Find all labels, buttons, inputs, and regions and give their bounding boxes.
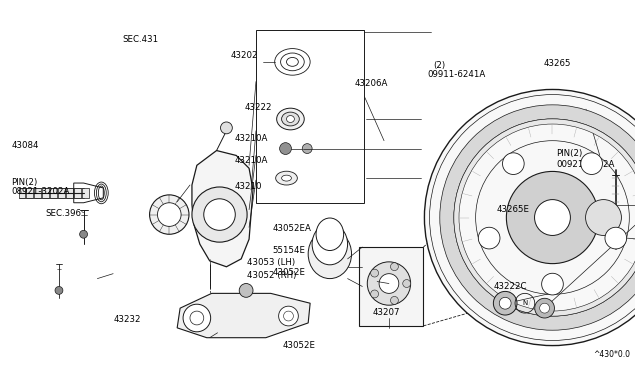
Circle shape [403,280,411,288]
Circle shape [204,199,236,230]
Text: 43052 (RH): 43052 (RH) [248,271,297,280]
Text: SEC.396: SEC.396 [45,209,82,218]
Text: 43210A: 43210A [235,134,268,143]
Text: 43210A: 43210A [235,156,268,165]
Circle shape [371,269,378,277]
Text: PIN(2): PIN(2) [556,148,582,157]
Circle shape [280,142,291,154]
Text: 43222: 43222 [244,103,272,112]
Circle shape [390,296,398,304]
Bar [35,188,41,198]
Text: 43052E: 43052E [273,267,306,277]
Bar [256,31,364,203]
Text: SEC.431: SEC.431 [122,35,158,44]
Circle shape [535,298,554,318]
Circle shape [586,200,621,235]
Circle shape [502,153,524,174]
Ellipse shape [276,108,304,130]
Polygon shape [192,151,253,267]
Ellipse shape [287,116,294,122]
Bar [26,188,33,198]
Circle shape [499,297,511,309]
Circle shape [534,200,570,235]
Text: 43084: 43084 [11,141,38,150]
Circle shape [150,195,189,234]
Ellipse shape [282,112,300,126]
Circle shape [580,153,602,174]
Circle shape [221,122,232,134]
Text: 43206A: 43206A [355,79,388,88]
Text: 43202: 43202 [230,51,258,60]
Text: 43207: 43207 [372,308,400,317]
Ellipse shape [587,185,616,195]
Circle shape [183,304,211,332]
Circle shape [371,290,378,298]
Text: 43210: 43210 [235,182,262,190]
Circle shape [506,171,598,264]
Ellipse shape [595,187,609,193]
Circle shape [493,291,517,315]
Bar [74,188,81,198]
Circle shape [367,262,411,305]
Text: PIN(2): PIN(2) [11,178,37,187]
Ellipse shape [596,237,607,241]
Text: 43052E: 43052E [282,341,315,350]
Bar [42,188,49,198]
Circle shape [605,227,627,249]
Circle shape [79,230,88,238]
Text: 55154E: 55154E [273,246,306,254]
Text: 43052EA: 43052EA [273,224,312,232]
Ellipse shape [595,212,608,217]
Circle shape [157,203,181,227]
Ellipse shape [316,218,344,250]
Bar [50,188,57,198]
Circle shape [540,303,550,313]
Text: 43053 (LH): 43053 (LH) [248,259,296,267]
Circle shape [192,187,247,242]
Text: N: N [522,300,527,306]
Text: 08921-3202A: 08921-3202A [11,187,70,196]
Text: 43265E: 43265E [497,205,529,214]
Ellipse shape [282,175,291,181]
Text: 00921-5402A: 00921-5402A [556,160,615,169]
Circle shape [379,274,399,294]
Text: 43232: 43232 [114,315,141,324]
Bar [360,247,424,326]
Bar [82,188,88,198]
Circle shape [239,283,253,297]
Text: 43222C: 43222C [493,282,527,291]
Bar [58,188,65,198]
Circle shape [541,273,563,295]
Bar [66,188,73,198]
Ellipse shape [589,210,614,219]
Ellipse shape [312,224,348,265]
Ellipse shape [276,171,298,185]
Text: 43265: 43265 [544,59,572,68]
Circle shape [478,227,500,249]
Circle shape [55,286,63,294]
Ellipse shape [591,235,612,243]
Circle shape [302,144,312,154]
Circle shape [390,263,398,270]
Bar [19,188,26,198]
Text: ^430*0.0: ^430*0.0 [593,350,630,359]
Text: 09911-6241A: 09911-6241A [427,70,485,79]
Polygon shape [177,294,310,338]
Text: (2): (2) [433,61,445,70]
Circle shape [278,306,298,326]
Circle shape [424,89,640,346]
Ellipse shape [308,230,351,279]
